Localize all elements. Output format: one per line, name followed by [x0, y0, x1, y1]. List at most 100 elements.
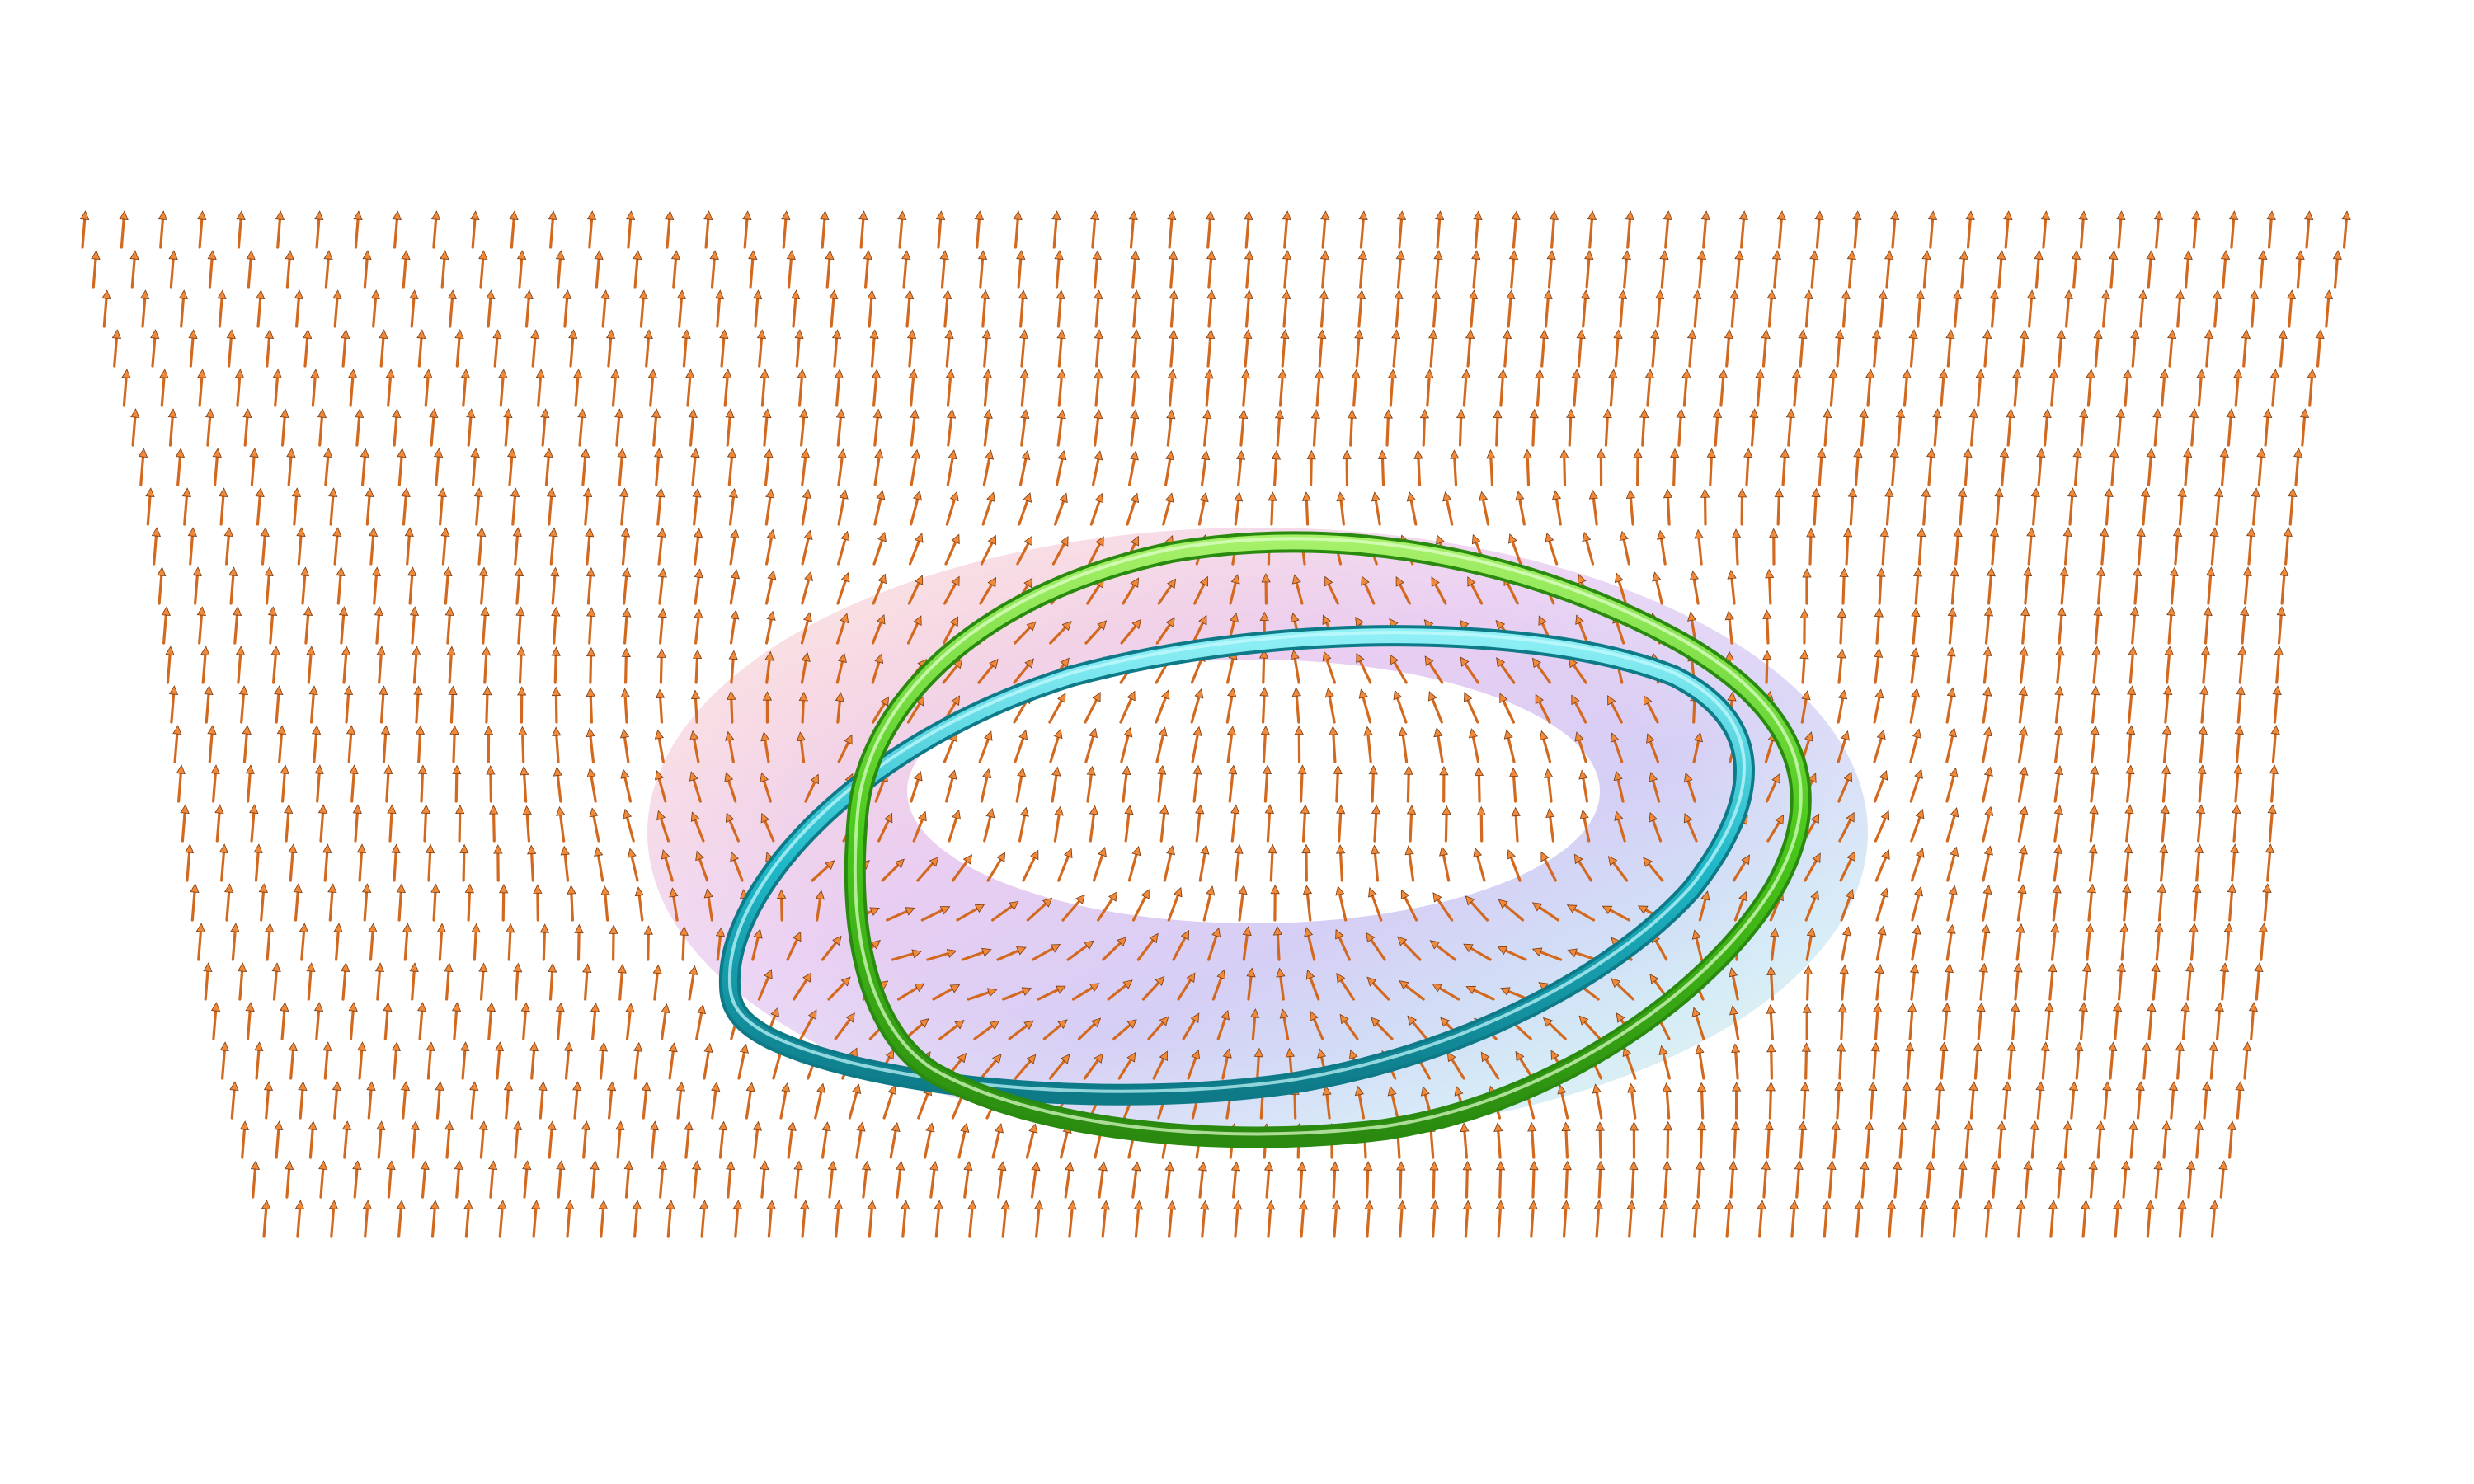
arrow-glyph — [212, 1009, 218, 1040]
arrow-head — [872, 408, 882, 419]
arrow-head — [1527, 1121, 1537, 1132]
arrow-head — [506, 923, 515, 933]
arrow-head — [952, 659, 963, 669]
arrow-glyph — [681, 933, 685, 961]
arrow-head — [232, 606, 242, 616]
green-ring — [844, 531, 1812, 1148]
arrow-glyph — [289, 1049, 294, 1080]
arrow-glyph — [388, 811, 393, 843]
arrow-head — [986, 988, 998, 998]
arrow-head — [709, 250, 719, 260]
arrow-head — [985, 808, 995, 819]
arrow-glyph — [581, 455, 587, 486]
arrow-glyph — [1985, 1207, 1990, 1238]
arrow-glyph — [751, 936, 760, 961]
arrow-glyph — [1885, 257, 1891, 289]
arrow-glyph — [978, 737, 990, 763]
arrow-head — [1895, 408, 1906, 418]
arrow-glyph — [590, 1167, 596, 1199]
arrow-head — [2219, 448, 2229, 458]
arrow-head — [1695, 1044, 1705, 1054]
arrow-glyph — [906, 702, 921, 724]
arrow-head — [1989, 289, 1999, 299]
arrow-glyph — [982, 457, 991, 486]
arrow-head — [2177, 1200, 2187, 1209]
arrow-glyph — [2203, 1088, 2208, 1120]
arrow-glyph — [1057, 855, 1070, 882]
arrow-glyph — [589, 655, 593, 684]
arrow-glyph — [1629, 496, 1634, 526]
arrow-head — [727, 448, 737, 458]
arrow-head — [994, 1123, 1004, 1134]
arrow-head — [2056, 1160, 2066, 1170]
arrow-head — [357, 1041, 367, 1051]
arrow-head — [293, 883, 303, 893]
arrow-head — [880, 696, 890, 707]
arrow-glyph — [2170, 574, 2175, 605]
arrow-head — [140, 289, 150, 299]
arrow-head — [1808, 773, 1817, 783]
arrow-glyph — [1979, 970, 1985, 1001]
arrow-head — [417, 1002, 427, 1012]
arrow-head — [633, 1041, 643, 1052]
arrow-glyph — [473, 930, 477, 961]
arrow-glyph — [262, 1207, 268, 1238]
arrow-glyph — [2267, 218, 2273, 249]
arrow-head — [1064, 848, 1073, 859]
arrow-glyph — [2228, 1128, 2233, 1159]
arrow-head — [946, 949, 957, 958]
arrow-head — [383, 764, 393, 775]
arrow-glyph — [328, 890, 334, 922]
arrow-glyph — [1134, 1207, 1141, 1238]
arrow-glyph — [996, 1168, 1004, 1199]
arrow-head — [2050, 923, 2060, 933]
arrow-head — [1957, 487, 1968, 498]
arrow-head — [1810, 813, 1820, 824]
arrow-glyph — [2053, 812, 2060, 843]
arrow-glyph — [1651, 778, 1661, 803]
arrow-glyph — [1399, 1168, 1403, 1199]
arrow-glyph — [801, 699, 805, 724]
arrow-glyph — [794, 1167, 800, 1199]
arrow-head — [1963, 448, 1973, 458]
arrow-glyph — [204, 970, 209, 1001]
arrow-head — [2141, 1041, 2152, 1051]
arrow-head — [322, 1041, 332, 1051]
arrow-head — [727, 690, 736, 701]
arrow-head — [1498, 369, 1507, 379]
arrow-head — [1165, 845, 1176, 856]
arrow-glyph — [261, 534, 266, 566]
arrow-glyph — [2050, 930, 2057, 961]
arrow-head — [2223, 923, 2234, 932]
arrow-head — [560, 845, 570, 856]
arrow-glyph — [588, 218, 594, 249]
arrow-head — [1989, 527, 2000, 538]
arrow-head — [410, 1120, 420, 1130]
arrow-head — [695, 850, 704, 862]
arrow-head — [2124, 804, 2134, 815]
arrow-glyph — [1234, 499, 1240, 526]
arrow-glyph — [1187, 1056, 1197, 1080]
arrow-head — [2164, 646, 2175, 656]
arrow-glyph — [1960, 257, 1966, 289]
arrow-head — [1263, 1161, 1274, 1172]
arrow-glyph — [633, 1207, 638, 1238]
arrow-head — [1835, 329, 1845, 339]
arrow-glyph — [1131, 1168, 1138, 1199]
arrow-glyph — [764, 739, 770, 763]
arrow-glyph — [310, 693, 315, 724]
arrow-head — [1696, 1120, 1707, 1131]
arrow-head — [1194, 688, 1204, 699]
arrow-glyph — [1055, 458, 1064, 486]
arrow-glyph — [2054, 733, 2061, 763]
arrow-head — [1057, 1019, 1068, 1029]
arrow-glyph — [1338, 852, 1344, 882]
arrow-head — [887, 1084, 897, 1096]
arrow-head — [1915, 808, 1925, 819]
arrow-head — [2054, 685, 2064, 696]
arrow-glyph — [2049, 1207, 2055, 1238]
arrow-glyph — [1982, 734, 1990, 763]
arrow-glyph — [737, 1050, 746, 1080]
arrow-head — [1578, 769, 1588, 780]
arrow-head — [1571, 369, 1582, 379]
